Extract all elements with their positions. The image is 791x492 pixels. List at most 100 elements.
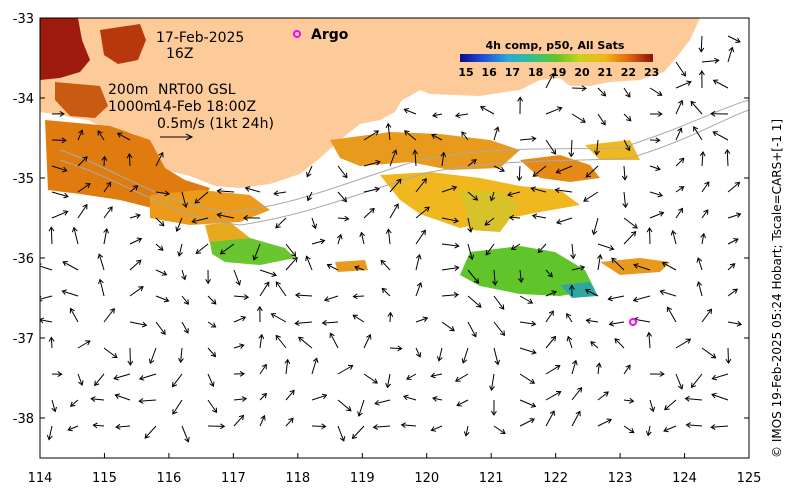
contour-200-label: 200m [108, 82, 148, 98]
current-arrow-17 [480, 106, 495, 115]
current-arrow-63 [623, 165, 626, 180]
current-arrow-82 [415, 178, 427, 193]
current-arrowhead [271, 271, 277, 277]
current-arrowhead [454, 376, 461, 382]
current-arrowhead [127, 360, 134, 366]
current-arrowhead [570, 253, 576, 260]
current-arrowhead [323, 296, 330, 302]
current-arrowhead [216, 212, 222, 219]
current-arrowhead [430, 372, 436, 379]
current-arrowhead [311, 223, 318, 230]
current-arrow-119 [675, 208, 683, 219]
current-arrowhead [239, 343, 245, 349]
current-arrowhead [725, 358, 732, 365]
current-arrowhead [235, 280, 241, 286]
current-arrow-111 [467, 217, 472, 233]
current-arrowhead [336, 233, 343, 240]
current-arrowhead [549, 72, 555, 79]
colorbar-tick-label: 22 [621, 66, 636, 79]
current-arrow-277 [571, 360, 577, 375]
current-arrowhead [67, 425, 73, 432]
current-arrow-171 [611, 257, 625, 271]
current-arrowhead [71, 226, 78, 233]
current-arrowhead [531, 135, 537, 142]
current-arrow-93 [701, 181, 710, 193]
current-arrow-123 [73, 227, 79, 245]
current-arrow-98 [129, 214, 141, 219]
current-arrowhead [499, 304, 505, 310]
current-arrow-121 [727, 213, 741, 219]
current-arrowhead [724, 148, 731, 155]
current-arrow-256 [727, 347, 729, 364]
current-arrow-24 [675, 100, 683, 115]
current-arrow-292 [259, 393, 267, 401]
current-arrowhead [136, 237, 143, 243]
current-arrowhead [489, 385, 495, 392]
current-arrow-128 [195, 243, 209, 254]
current-arrow-168 [545, 269, 553, 278]
current-arrowhead [633, 263, 639, 269]
current-arrow-179 [129, 286, 144, 297]
current-arrow-195 [545, 291, 557, 297]
current-arrow-78 [307, 191, 313, 201]
current-arrowhead [138, 397, 144, 404]
current-arrow-89 [583, 191, 599, 202]
current-arrow-234 [149, 347, 157, 364]
current-arrowhead [90, 396, 96, 402]
current-arrowhead [625, 364, 631, 370]
current-arrowhead [161, 270, 168, 276]
current-arrow-37 [519, 138, 536, 141]
current-arrow-200 [660, 290, 677, 297]
current-arrowhead [344, 215, 350, 222]
current-arrowhead [463, 431, 470, 437]
current-arrowhead [530, 402, 537, 408]
current-arrow-59 [518, 165, 521, 181]
current-arrowhead [216, 188, 222, 195]
current-arrow-212 [271, 313, 287, 323]
current-arrow-14 [404, 108, 417, 115]
current-arrowhead [471, 159, 477, 165]
current-arrowhead [374, 186, 381, 193]
current-arrow-252 [614, 338, 625, 349]
current-arrow-223 [566, 313, 573, 323]
current-arrow-247 [493, 347, 499, 365]
current-arrowhead [729, 263, 736, 269]
current-arrow-169 [571, 266, 585, 271]
argo-float-marker[interactable] [628, 318, 637, 326]
current-arrowhead [489, 195, 496, 202]
current-arrowhead [476, 302, 482, 308]
current-arrow-191 [441, 294, 459, 297]
current-arrow-20 [571, 113, 586, 123]
argo-legend-marker [293, 30, 301, 38]
current-arrowhead [357, 411, 363, 417]
current-arrow-141 [537, 243, 547, 253]
current-arrowhead [329, 332, 335, 339]
current-arrow-136 [415, 230, 426, 245]
current-arrow-31 [363, 130, 379, 141]
current-arrow-311 [48, 425, 53, 440]
current-arrowhead [372, 378, 378, 384]
colorbar-tick-label: 15 [458, 66, 473, 79]
current-arrow-267 [311, 358, 318, 375]
current-arrow-124 [103, 228, 108, 245]
current-arrow-323 [352, 425, 365, 439]
current-arrow-265 [259, 364, 267, 375]
current-arrow-146 [672, 230, 677, 245]
current-arrowhead [603, 391, 609, 397]
colorbar-tick-label: 23 [644, 66, 659, 79]
current-arrow-289 [172, 399, 183, 415]
current-arrowhead [500, 428, 506, 435]
current-arrow-290 [207, 399, 218, 413]
current-arrowhead [114, 393, 121, 399]
current-arrow-172 [633, 264, 651, 271]
current-arrow-159 [306, 256, 313, 271]
current-arrowhead [590, 341, 596, 347]
current-arrowhead [40, 317, 45, 324]
current-arrowhead [468, 254, 475, 261]
current-arrowhead [677, 384, 684, 390]
current-arrowhead [430, 426, 437, 432]
current-arrow-4 [727, 47, 733, 63]
current-arrow-149 [40, 265, 53, 271]
current-arrowhead [242, 214, 249, 221]
current-arrow-140 [511, 243, 521, 250]
